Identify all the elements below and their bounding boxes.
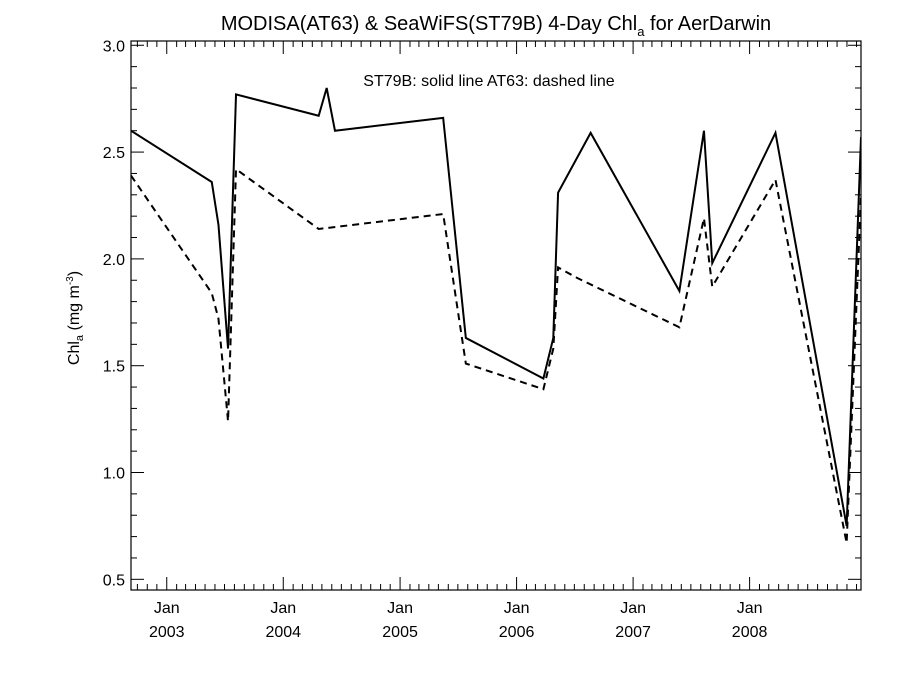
x-tick-label-month: Jan (387, 600, 413, 617)
x-axis-tick-labels: Jan 2003 Jan 2004 Jan 2005 Jan 2006 Jan 2007 Jan 20… (149, 600, 768, 641)
y-tick-label: 1.5 (103, 359, 125, 376)
x-tick-label-month: Jan (620, 600, 646, 617)
x-tick-label-year: 2007 (615, 624, 651, 641)
x-tick-label-year: 2006 (499, 624, 535, 641)
y-tick-label: 1.0 (103, 466, 125, 483)
series-line-st79b (131, 87, 861, 527)
series-layer (131, 87, 861, 544)
x-tick-label-year: 2005 (382, 624, 418, 641)
x-tick-label-month: Jan (154, 600, 180, 617)
y-axis-label-subscript: a (74, 334, 86, 341)
y-axis-tick-labels: 0.5 1.0 1.5 2.0 2.5 3.0 (103, 38, 125, 589)
y-tick-label: 2.0 (103, 252, 125, 269)
x-tick-label-year: 2008 (732, 624, 768, 641)
plot-border (130, 40, 862, 591)
chart-title-subscript: a (637, 24, 645, 39)
chart-title: MODISA(AT63) & SeaWiFS(ST79B) 4-Day Chla… (221, 13, 771, 39)
y-axis-label-prefix: Chl (66, 341, 83, 365)
line-style-annotation: ST79B: solid line AT63: dashed line (363, 73, 615, 90)
x-tick-label-month: Jan (270, 600, 296, 617)
y-tick-label: 2.5 (103, 145, 125, 162)
x-tick-label-year: 2004 (265, 624, 301, 641)
x-tick-label-year: 2003 (149, 624, 185, 641)
x-axis-ticks (136, 41, 858, 590)
y-axis-label-mid: (mg m (66, 285, 83, 335)
y-axis-label-suffix: ) (66, 271, 83, 276)
y-axis-label: Chla (mg m-3) (65, 271, 86, 365)
x-tick-label-month: Jan (737, 600, 763, 617)
chart-title-prefix: MODISA(AT63) & SeaWiFS(ST79B) 4-Day Chl (221, 13, 637, 35)
plot-frame (130, 40, 862, 591)
chart-title-suffix: for AerDarwin (644, 13, 771, 35)
y-tick-label: 3.0 (103, 38, 125, 55)
y-tick-label: 0.5 (103, 572, 125, 589)
y-axis-ticks (131, 44, 861, 580)
y-axis-label-superscript: -3 (65, 276, 76, 285)
series-line-at63 (131, 167, 861, 544)
x-tick-label-month: Jan (504, 600, 530, 617)
